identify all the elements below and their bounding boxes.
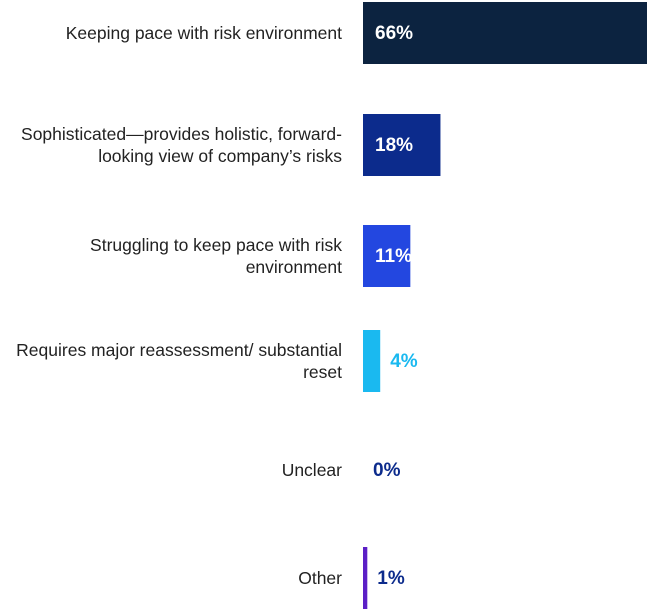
category-label: Requires major reassessment/ substantial… [16,340,342,382]
category-label: Sophisticated—provides holistic, forward… [21,124,342,166]
value-label: 18% [375,135,413,156]
bar [363,2,647,64]
category-label: Unclear [281,460,342,480]
value-label: 4% [390,351,418,372]
value-label: 1% [377,568,405,589]
bar [363,225,411,287]
value-label: 66% [375,23,413,44]
value-label: 11% [375,246,412,267]
category-label: Struggling to keep pace with risk enviro… [90,235,342,277]
value-label: 0% [373,460,401,481]
category-label: Keeping pace with risk environment [65,23,342,43]
bar [363,330,381,392]
category-label: Other [298,568,342,588]
bar [363,114,441,176]
bar [363,547,368,609]
